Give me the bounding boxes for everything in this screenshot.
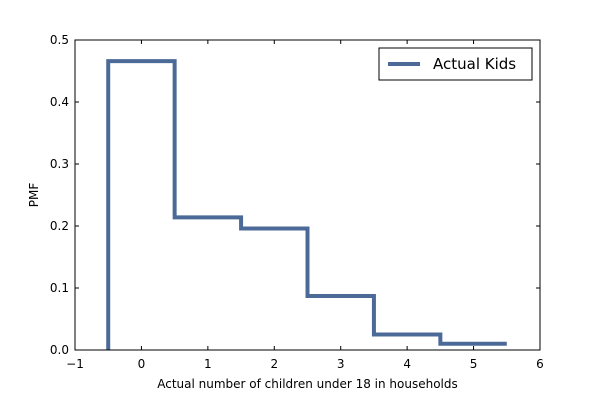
y-axis: 0.0 0.1 0.2 0.3 0.4 0.5 bbox=[50, 33, 540, 357]
x-tick-label: 2 bbox=[270, 357, 278, 371]
x-tick-label: −1 bbox=[66, 357, 84, 371]
legend-label-actual-kids: Actual Kids bbox=[433, 55, 516, 73]
y-tick-label: 0.3 bbox=[50, 157, 69, 171]
x-tick-label: 5 bbox=[470, 357, 478, 371]
x-tick-label: 6 bbox=[536, 357, 544, 371]
y-tick-label: 0.0 bbox=[50, 343, 69, 357]
x-axis: −1 0 1 2 3 4 5 6 bbox=[66, 40, 544, 371]
plot-area bbox=[75, 40, 540, 350]
x-axis-label: Actual number of children under 18 in ho… bbox=[157, 377, 458, 391]
x-tick-label: 3 bbox=[337, 357, 345, 371]
y-tick-label: 0.4 bbox=[50, 95, 69, 109]
y-tick-label: 0.5 bbox=[50, 33, 69, 47]
series-line-actual-kids bbox=[106, 59, 507, 350]
x-tick-label: 1 bbox=[204, 357, 212, 371]
plot-frame bbox=[74, 39, 541, 351]
legend: Actual Kids bbox=[378, 47, 533, 81]
y-tick-label: 0.2 bbox=[50, 219, 69, 233]
x-tick-label: 0 bbox=[138, 357, 146, 371]
y-axis-label: PMF bbox=[27, 183, 41, 208]
y-tick-label: 0.1 bbox=[50, 281, 69, 295]
data-marks bbox=[106, 59, 507, 350]
x-tick-label: 4 bbox=[403, 357, 411, 371]
